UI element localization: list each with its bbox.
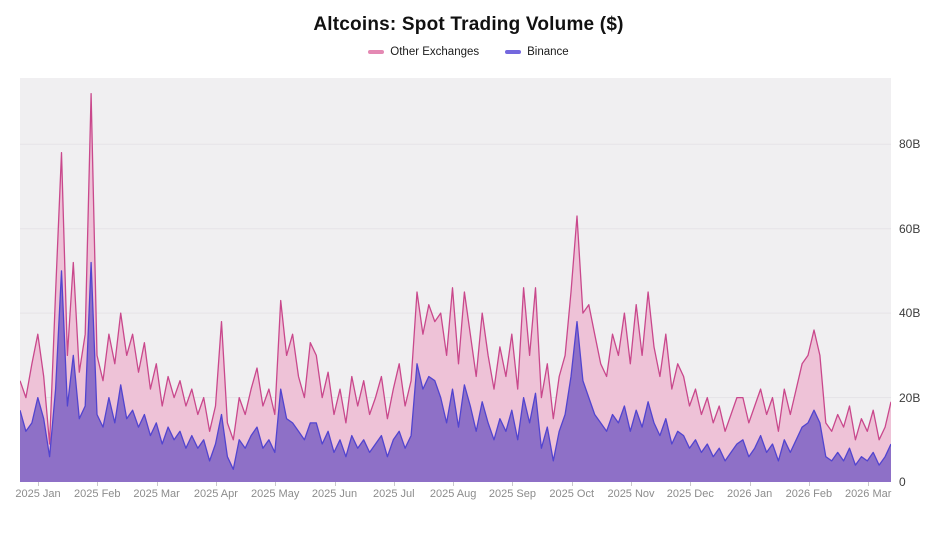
x-axis-tick <box>808 482 810 486</box>
x-axis-tick-label: 2025 Feb <box>74 488 121 500</box>
x-axis-tick <box>38 482 39 486</box>
y-axis-tick-label: 20B <box>899 390 921 405</box>
x-axis-tick <box>571 482 573 486</box>
x-axis-tick-label: 2025 Jun <box>311 488 358 500</box>
x-axis-tick <box>749 482 751 486</box>
other-exchanges-line <box>20 92 891 445</box>
x-axis-tick <box>334 482 336 486</box>
x-axis-tick <box>156 482 158 486</box>
other-exchanges-swatch-icon <box>368 50 385 54</box>
y-axis-tick-label: 80B <box>899 137 921 152</box>
y-axis-tick-label: 0 <box>899 475 906 489</box>
x-axis-tick-label: 2025 Dec <box>666 488 714 500</box>
x-axis-tick <box>690 482 692 486</box>
x-axis-tick-label: 2025 Sep <box>488 488 536 500</box>
x-axis-tick-label: 2026 Jan <box>726 488 773 500</box>
x-axis-tick-label: 2025 Jul <box>373 488 415 500</box>
x-axis-tick-label: 2025 Apr <box>193 488 238 500</box>
binance-area <box>20 262 891 482</box>
binance-line <box>20 261 891 470</box>
binance-swatch-icon <box>505 50 522 54</box>
legend-label: Other Exchanges <box>390 46 480 58</box>
legend-item-binance[interactable]: Binance <box>505 46 569 58</box>
x-axis-tick-label: 2025 Nov <box>607 488 655 500</box>
x-axis-tick-label: 2025 May <box>251 488 300 500</box>
y-axis-tick-label: 60B <box>899 221 921 236</box>
x-axis-tick <box>393 482 395 486</box>
x-axis-tick <box>512 482 514 486</box>
x-axis-tick-label: 2025 Oct <box>549 488 595 500</box>
legend-label: Binance <box>527 46 569 58</box>
x-axis-tick <box>631 482 632 486</box>
x-axis-tick-label: 2025 Aug <box>429 488 477 500</box>
x-axis-tick <box>868 482 870 486</box>
x-axis-tick-label: 2025 Mar <box>133 488 180 500</box>
area-chart-canvas <box>20 92 891 482</box>
x-axis-tick-label: 2025 Jan <box>15 488 61 500</box>
legend-item-other-exchanges[interactable]: Other Exchanges <box>368 46 479 58</box>
x-axis-tick <box>215 482 217 486</box>
chart-plot-area[interactable] <box>20 78 891 482</box>
x-axis-tick-label: 2026 Mar <box>844 488 892 500</box>
x-axis-tick <box>275 482 277 486</box>
x-axis-tick <box>453 482 455 486</box>
chart-legend: Other Exchanges Binance <box>0 46 937 58</box>
y-axis-tick-label: 40B <box>899 306 921 321</box>
x-axis-tick-label: 2026 Feb <box>785 488 833 500</box>
page-title: Altcoins: Spot Trading Volume ($) <box>313 14 624 35</box>
x-axis-tick <box>97 482 99 486</box>
